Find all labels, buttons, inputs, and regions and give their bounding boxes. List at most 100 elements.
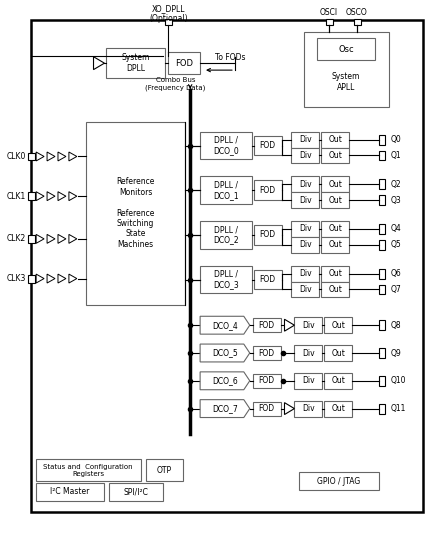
Bar bbox=[317, 38, 375, 60]
Text: Out: Out bbox=[328, 240, 342, 249]
Text: System
APLL: System APLL bbox=[332, 72, 360, 92]
Bar bbox=[254, 269, 282, 289]
Text: Div: Div bbox=[302, 321, 314, 329]
Bar bbox=[304, 32, 389, 107]
Text: CLK0: CLK0 bbox=[7, 152, 26, 161]
Bar bbox=[379, 150, 385, 161]
Bar bbox=[292, 192, 319, 208]
Bar bbox=[253, 374, 280, 388]
Polygon shape bbox=[69, 234, 77, 243]
Text: OTP: OTP bbox=[157, 466, 172, 474]
Bar bbox=[254, 180, 282, 200]
Bar bbox=[321, 237, 349, 253]
Text: Div: Div bbox=[302, 377, 314, 385]
Bar bbox=[29, 192, 35, 200]
Bar bbox=[168, 52, 200, 74]
Bar bbox=[379, 240, 385, 250]
Text: Div: Div bbox=[299, 269, 311, 278]
Bar bbox=[292, 131, 319, 148]
Text: Q2: Q2 bbox=[391, 180, 401, 189]
Text: XO_DPLL
(Optional): XO_DPLL (Optional) bbox=[149, 4, 187, 23]
Polygon shape bbox=[58, 274, 66, 283]
Bar bbox=[165, 18, 172, 25]
Polygon shape bbox=[58, 192, 66, 201]
Text: Out: Out bbox=[331, 404, 345, 413]
Polygon shape bbox=[36, 152, 44, 161]
Bar bbox=[379, 285, 385, 294]
Text: DCO_6: DCO_6 bbox=[212, 377, 238, 385]
Polygon shape bbox=[36, 192, 44, 201]
Text: To FODs: To FODs bbox=[215, 52, 245, 62]
Bar bbox=[326, 18, 333, 25]
Bar bbox=[321, 148, 349, 163]
Text: FOD: FOD bbox=[259, 404, 275, 413]
Text: Div: Div bbox=[299, 151, 311, 160]
Text: Out: Out bbox=[328, 135, 342, 144]
Bar bbox=[321, 266, 349, 281]
Text: Q5: Q5 bbox=[391, 240, 401, 249]
Bar bbox=[29, 153, 35, 161]
Bar bbox=[29, 235, 35, 243]
Bar bbox=[379, 195, 385, 205]
Bar bbox=[299, 472, 379, 490]
Text: Out: Out bbox=[331, 348, 345, 358]
Text: Out: Out bbox=[328, 196, 342, 204]
Polygon shape bbox=[69, 274, 77, 283]
Polygon shape bbox=[36, 274, 44, 283]
Text: DPLL /
DCO_3: DPLL / DCO_3 bbox=[213, 270, 239, 289]
Text: Q0: Q0 bbox=[391, 135, 401, 144]
Bar bbox=[295, 401, 322, 417]
Polygon shape bbox=[200, 316, 250, 334]
Text: DPLL /
DCO_2: DPLL / DCO_2 bbox=[213, 225, 239, 245]
Text: Q1: Q1 bbox=[391, 151, 401, 160]
Text: Q8: Q8 bbox=[391, 321, 401, 329]
Bar bbox=[354, 18, 361, 25]
Text: Out: Out bbox=[331, 321, 345, 329]
Bar bbox=[321, 192, 349, 208]
Text: FOD: FOD bbox=[259, 348, 275, 358]
Text: Div: Div bbox=[299, 135, 311, 144]
Text: DPLL /
DCO_1: DPLL / DCO_1 bbox=[213, 181, 239, 200]
Text: Q11: Q11 bbox=[391, 404, 406, 413]
Text: I²C Master: I²C Master bbox=[51, 487, 90, 497]
Bar bbox=[379, 320, 385, 330]
Text: DCO_7: DCO_7 bbox=[212, 404, 238, 413]
Text: Out: Out bbox=[331, 377, 345, 385]
Text: Div: Div bbox=[302, 348, 314, 358]
Text: FOD: FOD bbox=[260, 275, 276, 284]
Bar bbox=[321, 176, 349, 192]
Bar bbox=[86, 122, 185, 305]
Bar bbox=[295, 373, 322, 389]
Text: System
DPLL: System DPLL bbox=[121, 54, 150, 73]
Text: FOD: FOD bbox=[260, 230, 276, 239]
Text: DPLL /
DCO_0: DPLL / DCO_0 bbox=[213, 136, 239, 155]
Bar bbox=[292, 237, 319, 253]
Bar bbox=[200, 266, 252, 293]
Bar bbox=[379, 376, 385, 386]
Text: Div: Div bbox=[302, 404, 314, 413]
Bar bbox=[253, 318, 280, 332]
Polygon shape bbox=[47, 234, 55, 243]
Text: FOD: FOD bbox=[259, 321, 275, 329]
Bar bbox=[295, 317, 322, 333]
Text: FOD: FOD bbox=[260, 141, 276, 150]
Text: CLK3: CLK3 bbox=[7, 274, 26, 283]
Polygon shape bbox=[200, 400, 250, 418]
Bar bbox=[200, 131, 252, 160]
Text: FOD: FOD bbox=[260, 186, 276, 195]
Text: Q3: Q3 bbox=[391, 196, 401, 204]
Text: Q9: Q9 bbox=[391, 348, 401, 358]
Text: Div: Div bbox=[299, 196, 311, 204]
Text: GPIO / JTAG: GPIO / JTAG bbox=[318, 477, 361, 486]
Bar bbox=[321, 131, 349, 148]
Bar bbox=[200, 176, 252, 204]
Bar bbox=[36, 459, 140, 481]
Bar bbox=[321, 221, 349, 237]
Polygon shape bbox=[36, 234, 44, 243]
Polygon shape bbox=[47, 152, 55, 161]
Text: Combo Bus
(Frequency Data): Combo Bus (Frequency Data) bbox=[145, 77, 206, 91]
Bar bbox=[109, 483, 163, 501]
Polygon shape bbox=[58, 234, 66, 243]
Bar bbox=[292, 221, 319, 237]
Bar bbox=[253, 401, 280, 415]
